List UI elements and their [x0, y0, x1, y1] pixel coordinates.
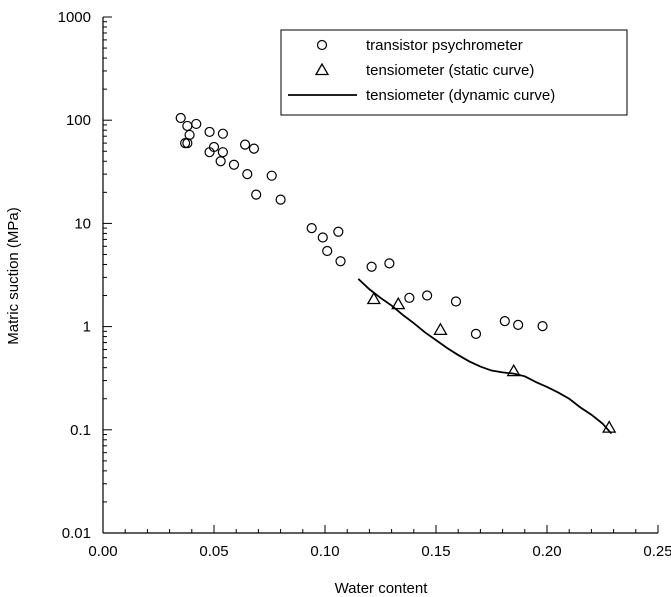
psychrometer-point	[218, 148, 227, 157]
psychrometer-point	[276, 195, 285, 204]
psychrometer-point	[192, 119, 201, 128]
psychrometer-point	[451, 297, 460, 306]
psychrometer-point	[241, 140, 250, 149]
y-tick-label: 1000	[58, 9, 91, 26]
psychrometer-point	[216, 157, 225, 166]
psychrometer-point	[500, 317, 509, 326]
psychrometer-point	[205, 127, 214, 136]
x-axis-ticks: 0.00 0.05 0.10 0.15 0.20 0.25	[88, 525, 671, 560]
x-tick-label: 0.00	[88, 543, 117, 560]
x-tick-label: 0.10	[310, 543, 339, 560]
psychrometer-point	[252, 190, 261, 199]
series-layer	[176, 114, 615, 434]
series-triangle	[368, 293, 615, 432]
static-curve-point	[434, 324, 446, 335]
psychrometer-point	[229, 160, 238, 169]
psychrometer-point	[514, 320, 523, 329]
legend-label: tensiometer (dynamic curve)	[366, 87, 555, 104]
series-circle	[176, 114, 547, 339]
legend-label: transistor psychrometer	[366, 37, 523, 54]
y-tick-label: 0.01	[62, 525, 91, 542]
x-tick-label: 0.20	[532, 543, 561, 560]
psychrometer-point	[367, 262, 376, 271]
y-tick-label: 1	[83, 319, 91, 336]
psychrometer-point	[183, 121, 192, 130]
psychrometer-point	[307, 224, 316, 233]
y-tick-label: 100	[66, 112, 91, 129]
x-tick-label: 0.15	[421, 543, 450, 560]
psychrometer-point	[183, 139, 192, 148]
psychrometer-point	[405, 293, 414, 302]
psychrometer-point	[423, 291, 432, 300]
x-tick-label: 0.25	[643, 543, 671, 560]
x-axis-label: Water content	[335, 580, 429, 597]
legend-label: tensiometer (static curve)	[366, 62, 534, 79]
psychrometer-point	[267, 171, 276, 180]
psychrometer-point	[176, 114, 185, 123]
legend: transistor psychrometer tensiometer (stat…	[281, 30, 627, 115]
psychrometer-point	[181, 139, 190, 148]
psychrometer-point	[218, 129, 227, 138]
psychrometer-point	[334, 227, 343, 236]
static-curve-point	[368, 293, 380, 304]
psychrometer-point	[318, 233, 327, 242]
psychrometer-point	[249, 144, 258, 153]
x-tick-label: 0.05	[199, 543, 228, 560]
y-tick-label: 10	[74, 215, 91, 232]
psychrometer-point	[185, 130, 194, 139]
y-tick-label: 0.1	[70, 422, 91, 439]
psychrometer-point	[243, 170, 252, 179]
y-axis-ticks: 0.01 0.1 1 10 100 1000	[58, 9, 112, 542]
psychrometer-point	[336, 257, 345, 266]
psychrometer-point	[385, 259, 394, 268]
psychrometer-point	[471, 329, 480, 338]
psychrometer-point	[538, 322, 547, 331]
psychrometer-point	[323, 247, 332, 256]
y-axis-label: Matric suction (MPa)	[5, 207, 22, 345]
